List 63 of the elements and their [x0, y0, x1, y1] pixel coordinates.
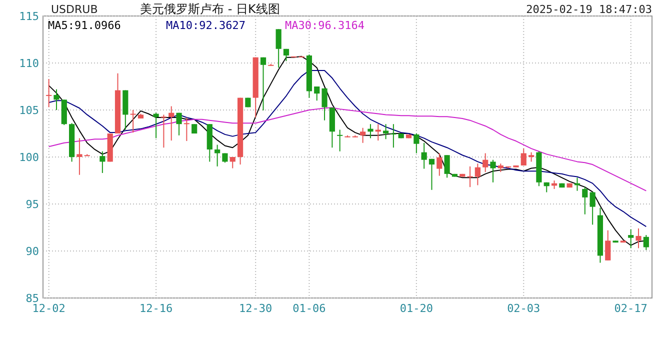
candlestick [444, 154, 450, 178]
candlestick [428, 158, 435, 190]
candlestick [360, 127, 366, 144]
candlestick [168, 106, 174, 142]
candlestick [520, 148, 526, 166]
x-tick-label: 02-03 [507, 302, 540, 315]
text: MA10:92.3627 [166, 19, 246, 32]
x-tick-label: 01-06 [292, 302, 326, 315]
y-tick-label: 100 [19, 150, 39, 164]
candlestick [260, 56, 266, 111]
candlestick [222, 152, 228, 164]
y-tick-label: 85 [26, 292, 39, 305]
y-tick-label: 90 [26, 244, 39, 258]
text: MA30:96.3164 [285, 19, 365, 32]
candlestick [605, 230, 611, 261]
candlestick [276, 28, 282, 68]
annotation: 2025-02-19 18:47:03 [526, 3, 652, 16]
candlestick [130, 110, 136, 134]
candlestick [436, 152, 442, 176]
candlestick [214, 144, 220, 167]
y-tick-label: 115 [19, 10, 39, 23]
candlestick [54, 88, 60, 110]
candlestick [421, 142, 427, 170]
candlestick [474, 163, 480, 186]
candlestick [390, 124, 396, 148]
y-axis-title: USDRUB [51, 3, 98, 16]
candlestick [482, 152, 488, 173]
x-tick-label: 12-16 [139, 302, 173, 315]
candlestick [414, 133, 420, 154]
candlestick [76, 138, 82, 176]
candlestick [590, 191, 596, 226]
candlestick [322, 88, 328, 121]
candlestick [528, 152, 534, 162]
candlestick [329, 107, 335, 148]
x-tick-label: 12-30 [239, 302, 272, 315]
candlestick [636, 228, 642, 249]
text: MA5:91.0966 [48, 19, 121, 32]
candlestick [100, 150, 106, 174]
candlestick [184, 117, 190, 142]
y-tick-label: 110 [19, 56, 39, 70]
candlestick [467, 166, 473, 188]
candlestick [283, 48, 290, 62]
candlestick [230, 156, 236, 169]
x-tick-label: 12-02 [32, 302, 66, 315]
y-tick-label: 105 [19, 104, 39, 117]
candlestick [160, 114, 167, 148]
candlestick [628, 228, 634, 249]
candlestick [368, 124, 374, 139]
x-tick-label: 01-20 [400, 302, 433, 315]
line-series [48, 70, 647, 228]
candlestick [153, 112, 159, 139]
candlestick [490, 159, 496, 183]
candlestick [337, 129, 343, 152]
candlestick [582, 186, 588, 215]
candlestick [375, 124, 381, 142]
candlestick [314, 86, 320, 102]
candlestick [176, 112, 182, 136]
candlestick [46, 78, 52, 108]
y-tick-label: 95 [26, 198, 39, 211]
candlestick [382, 124, 389, 140]
x-tick-label: 02-17 [614, 302, 648, 315]
chart-title: 美元俄罗斯卢布 - 日K线图 [140, 2, 280, 16]
candlestick [643, 234, 649, 251]
